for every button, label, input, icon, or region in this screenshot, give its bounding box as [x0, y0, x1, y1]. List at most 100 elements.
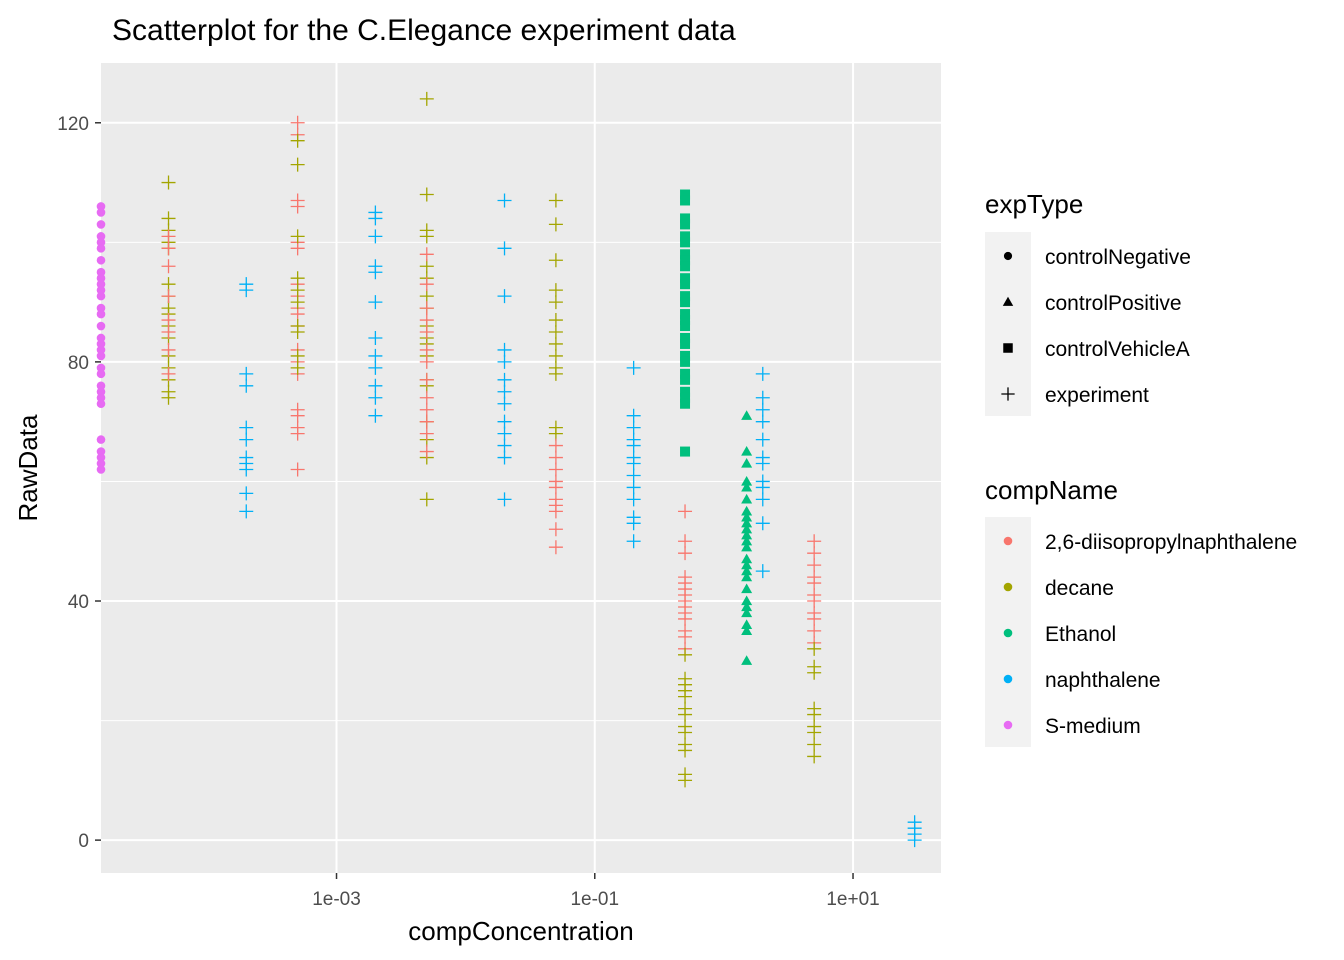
data-point: [419, 247, 434, 262]
data-point: [741, 559, 753, 570]
data-point: [678, 534, 693, 549]
data-point: [497, 396, 512, 411]
data-point: [807, 594, 822, 609]
data-point: [419, 289, 434, 304]
y-tick-label: 120: [57, 114, 89, 135]
data-point: [741, 517, 753, 528]
data-point: [680, 350, 691, 361]
data-point: [96, 333, 106, 343]
data-point: [741, 565, 753, 576]
data-point: [626, 516, 641, 531]
data-point: [755, 414, 770, 429]
x-tick-label: 1e+01: [826, 889, 879, 910]
data-point: [548, 480, 563, 495]
data-point: [239, 486, 254, 501]
data-point: [497, 193, 512, 208]
data-point: [741, 583, 753, 594]
data-point: [680, 213, 691, 224]
data-point: [96, 381, 106, 391]
data-point: [548, 325, 563, 340]
data-point: [290, 283, 305, 298]
series-decane-experiment: [290, 133, 305, 375]
data-point: [626, 492, 641, 507]
data-point: [419, 444, 434, 459]
data-point: [239, 462, 254, 477]
legend-compname-title: compName: [985, 475, 1118, 505]
data-point: [548, 283, 563, 298]
data-point: [907, 833, 922, 848]
data-point: [741, 571, 753, 582]
data-point: [741, 505, 753, 516]
data-point: [678, 725, 693, 740]
data-point: [678, 629, 693, 644]
y-axis-title: RawData: [13, 414, 43, 521]
data-point: [96, 279, 106, 289]
series-naphthalene-experiment: [497, 193, 512, 507]
data-point: [419, 91, 434, 106]
series-2-6-diisopropylnaphthalene-experiment: [548, 438, 563, 555]
data-point: [741, 511, 753, 522]
data-point: [290, 241, 305, 256]
data-point: [680, 255, 691, 266]
data-point: [807, 534, 822, 549]
data-point: [678, 611, 693, 626]
legend-compname-label: decane: [1045, 577, 1114, 600]
data-point: [548, 366, 563, 381]
data-point: [680, 386, 691, 397]
data-point: [419, 390, 434, 405]
data-point: [680, 219, 691, 230]
data-point: [96, 303, 106, 313]
data-point: [419, 414, 434, 429]
data-point: [678, 546, 693, 561]
legend-compname-label: naphthalene: [1045, 669, 1161, 692]
data-point: [290, 271, 305, 286]
plot-panel: [101, 63, 941, 873]
data-point: [678, 773, 693, 788]
data-point: [96, 345, 106, 355]
data-point: [755, 366, 770, 381]
data-point: [741, 655, 753, 665]
data-point: [290, 115, 305, 130]
data-point: [290, 408, 305, 423]
data-point: [680, 279, 691, 290]
legend-key-color-swatch: [1003, 674, 1013, 684]
legend-key-triangle: [1002, 296, 1014, 306]
legend-compname-label: S-medium: [1045, 715, 1141, 738]
data-point: [680, 237, 691, 248]
data-point: [419, 187, 434, 202]
data-point: [807, 737, 822, 752]
data-point: [755, 390, 770, 405]
legend-compname-label: 2,6-diisopropylnaphthalene: [1045, 531, 1297, 554]
data-point: [161, 313, 176, 328]
data-point: [741, 607, 753, 618]
series-decane-experiment: [678, 647, 693, 788]
data-point: [368, 295, 383, 310]
data-point: [807, 665, 822, 680]
data-point: [755, 516, 770, 531]
data-point: [548, 217, 563, 232]
data-point: [96, 351, 106, 361]
data-point: [96, 393, 106, 403]
data-point: [807, 576, 822, 591]
data-point: [626, 456, 641, 471]
data-point: [741, 619, 753, 630]
data-point: [741, 481, 753, 492]
data-point: [96, 309, 106, 319]
data-point: [419, 402, 434, 417]
legend-key-color-swatch: [1003, 536, 1013, 546]
series-naphthalene-experiment: [907, 815, 922, 848]
series-naphthalene-experiment: [755, 366, 770, 579]
data-point: [680, 189, 691, 200]
data-point: [368, 330, 383, 345]
data-point: [741, 410, 753, 420]
data-point: [419, 229, 434, 244]
data-point: [96, 339, 106, 349]
data-point: [626, 534, 641, 549]
data-point: [497, 372, 512, 387]
data-point: [497, 450, 512, 465]
data-point: [96, 453, 106, 462]
data-point: [96, 459, 106, 468]
x-axis-title: compConcentration: [408, 916, 633, 946]
data-point: [807, 707, 822, 722]
data-point: [96, 435, 106, 444]
